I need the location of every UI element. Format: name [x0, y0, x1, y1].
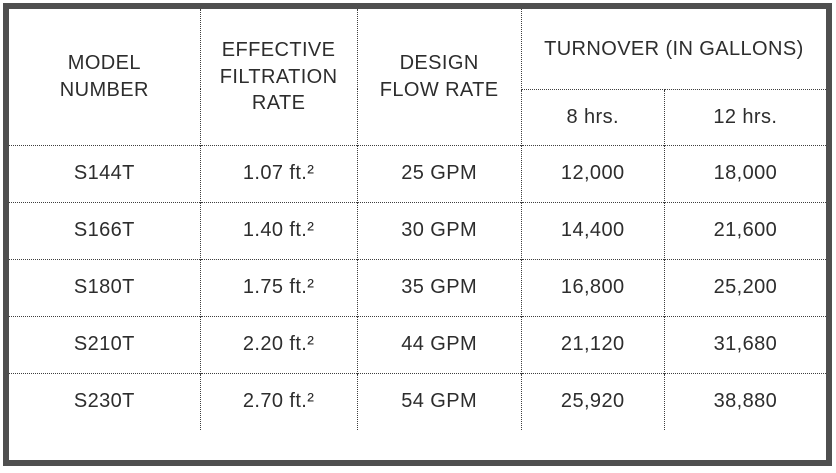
cell-model-number: S144T: [9, 144, 201, 202]
cell-design-flow-rate: 54 GPM: [356, 372, 522, 430]
cell-design-flow-rate: 30 GPM: [356, 201, 522, 259]
cell-turnover-8hrs: 12,000: [520, 144, 665, 202]
header-turnover-12hrs: 12 hrs.: [663, 89, 826, 145]
header-model-number: MODEL NUMBER: [59, 52, 149, 101]
cell-turnover-12hrs: 25,200: [663, 258, 826, 316]
table-row: S210T 2.20 ft.² 44 GPM 21,120 31,680: [9, 315, 826, 373]
cell-filtration-rate: 2.20 ft.²: [199, 315, 358, 373]
cell-model-number: S166T: [9, 201, 201, 259]
cell-filtration-rate: 1.07 ft.²: [199, 144, 358, 202]
cell-filtration-rate: 1.40 ft.²: [199, 201, 358, 259]
cell-turnover-12hrs: 38,880: [663, 372, 826, 430]
cell-turnover-8hrs: 16,800: [520, 258, 665, 316]
cell-design-flow-rate: 44 GPM: [356, 315, 522, 373]
filter-spec-table: MODEL NUMBER EFFECTIVE FILTRATION RATE D…: [9, 9, 826, 430]
cell-turnover-12hrs: 21,600: [663, 201, 826, 259]
cell-model-number: S210T: [9, 315, 201, 373]
cell-design-flow-rate: 25 GPM: [356, 144, 522, 202]
header-design-flow-rate: DESIGN FLOW RATE: [356, 9, 522, 145]
header-turnover-gallons: TURNOVER (IN GALLONS): [520, 9, 826, 90]
cell-turnover-8hrs: 25,920: [520, 372, 665, 430]
table-frame: MODEL NUMBER EFFECTIVE FILTRATION RATE D…: [3, 3, 832, 466]
header-effective-filtration-rate: EFFECTIVE FILTRATION RATE: [199, 9, 358, 145]
cell-turnover-8hrs: 14,400: [520, 201, 665, 259]
table-row: S180T 1.75 ft.² 35 GPM 16,800 25,200: [9, 258, 826, 316]
table-row: S230T 2.70 ft.² 54 GPM 25,920 38,880: [9, 372, 826, 430]
cell-model-number: S180T: [9, 258, 201, 316]
cell-design-flow-rate: 35 GPM: [356, 258, 522, 316]
cell-model-number: S230T: [9, 372, 201, 430]
cell-turnover-8hrs: 21,120: [520, 315, 665, 373]
header-turnover-8hrs: 8 hrs.: [520, 89, 665, 145]
cell-turnover-12hrs: 18,000: [663, 144, 826, 202]
table-row: S166T 1.40 ft.² 30 GPM 14,400 21,600: [9, 201, 826, 259]
cell-turnover-12hrs: 31,680: [663, 315, 826, 373]
table-row: S144T 1.07 ft.² 25 GPM 12,000 18,000: [9, 144, 826, 202]
cell-filtration-rate: 1.75 ft.²: [199, 258, 358, 316]
cell-filtration-rate: 2.70 ft.²: [199, 372, 358, 430]
